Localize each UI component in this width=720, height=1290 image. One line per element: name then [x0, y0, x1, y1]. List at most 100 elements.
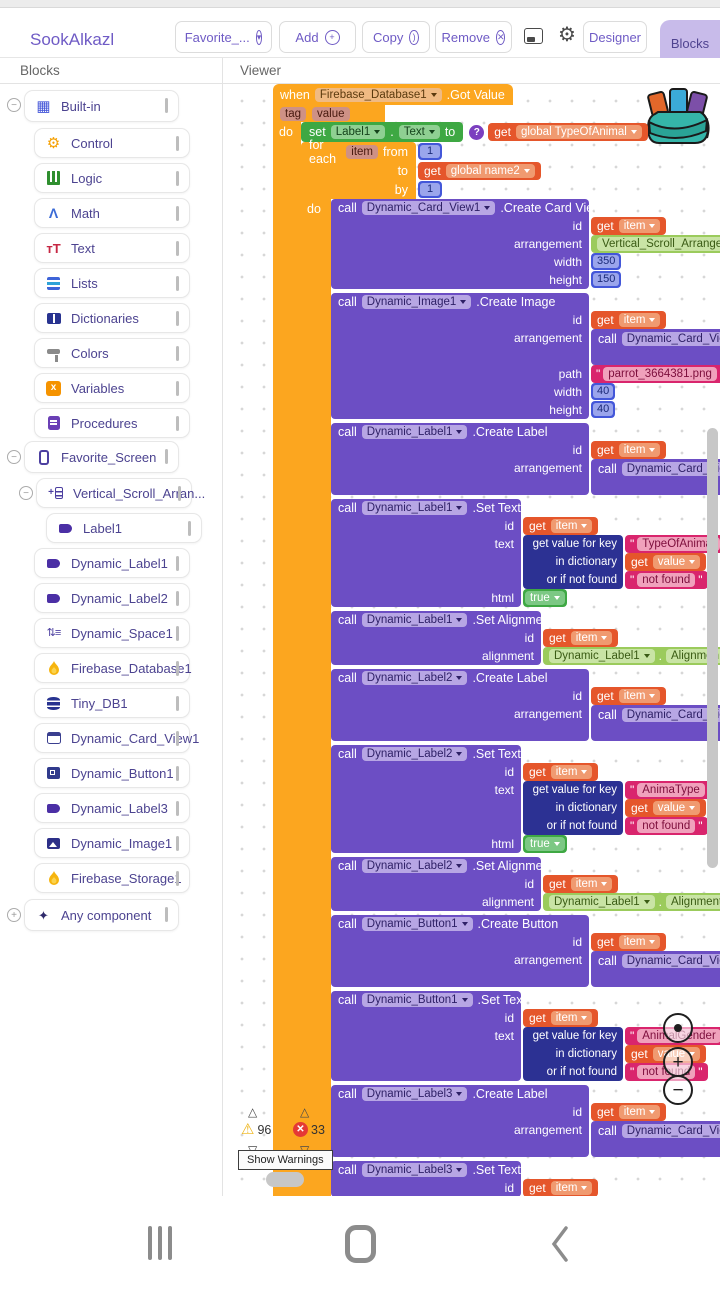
palette-variables[interactable]: x Variables: [34, 373, 190, 403]
palette-tiny-db1[interactable]: Tiny_DB1: [34, 688, 190, 718]
component-dropdown[interactable]: Dynamic_Label2: [361, 671, 468, 685]
home-button[interactable]: [345, 1225, 376, 1263]
get-global-name2-block[interactable]: get global name2: [418, 162, 541, 180]
block-create-image[interactable]: call Dynamic_Image1 .Create Image id get it…: [331, 293, 720, 419]
vertical-scrollbar[interactable]: [707, 428, 718, 868]
variable-dropdown[interactable]: global name2: [445, 164, 535, 178]
get-item-block[interactable]: get item: [591, 311, 667, 329]
gear-icon[interactable]: ⚙: [558, 24, 576, 46]
get-item-block[interactable]: get item: [543, 875, 619, 893]
get-item-block[interactable]: get item: [523, 517, 599, 535]
component-dropdown[interactable]: Dynamic_Label1: [361, 501, 468, 515]
get-item-block[interactable]: get item: [591, 687, 667, 705]
number-block[interactable]: 40: [591, 401, 616, 418]
set-label1-text-block[interactable]: set Label1 . Text to ? get global TypeOf…: [301, 122, 648, 142]
string-block[interactable]: "not found": [625, 571, 708, 589]
palette-dynamic-space1[interactable]: ⇅≡ Dynamic_Space1: [34, 618, 190, 648]
palette-procedures[interactable]: Procedures: [34, 408, 190, 438]
screenshot-icon[interactable]: [524, 28, 543, 44]
get-item-block[interactable]: get item: [523, 763, 599, 781]
component-dropdown[interactable]: Dynamic_Button1: [361, 993, 473, 1007]
palette-firebase-database1[interactable]: Firebase_Database1: [34, 653, 192, 683]
get-value-for-key-block[interactable]: get value for key "AnimalGender" in dict…: [523, 1027, 720, 1081]
horizontal-scrollbar[interactable]: [266, 1172, 304, 1187]
zoom-out-icon[interactable]: −: [663, 1075, 693, 1105]
palette-builtin[interactable]: ▦ Built-in: [24, 90, 179, 122]
for-each-arm[interactable]: [301, 199, 331, 1196]
get-value-for-key-block[interactable]: get value for key "AnimaType" in diction…: [523, 781, 718, 835]
component-dropdown[interactable]: Dynamic_Label1: [361, 613, 468, 627]
component-dropdown[interactable]: Dynamic_Image1: [361, 295, 472, 309]
number-block[interactable]: 1: [418, 143, 442, 160]
palette-math[interactable]: Λ Math: [34, 198, 190, 228]
get-item-block[interactable]: get item: [591, 1103, 667, 1121]
block-create-label3[interactable]: call Dynamic_Label3 .Create Label id get it…: [331, 1085, 720, 1157]
component-dropdown[interactable]: Label1: [330, 125, 386, 139]
true-block[interactable]: true: [523, 835, 567, 853]
alignment-property-block[interactable]: Dynamic_Label1. Alignmen: [543, 647, 720, 665]
palette-dynamic-button1[interactable]: Dynamic_Button1: [34, 758, 190, 788]
warning-badge[interactable]: ?: [469, 124, 485, 140]
palette-dynamic-image1[interactable]: Dynamic_Image1: [34, 828, 190, 858]
component-dropdown[interactable]: Firebase_Database1: [314, 87, 442, 102]
palette-colors[interactable]: Colors: [34, 338, 190, 368]
get-item-block[interactable]: get item: [523, 1009, 599, 1027]
get-item-block[interactable]: get item: [591, 933, 667, 951]
number-block[interactable]: 1: [418, 181, 442, 198]
palette-dictionaries[interactable]: Dictionaries: [34, 303, 190, 333]
string-block[interactable]: "not found": [625, 817, 708, 835]
when-got-value-block[interactable]: when Firebase_Database1 .Got Value: [273, 84, 513, 105]
palette-firebase-storage1[interactable]: Firebase_Storage1: [34, 863, 190, 893]
component-value-block[interactable]: Vertical_Scroll_Arrangemen: [591, 235, 720, 253]
show-warnings-button[interactable]: Show Warnings: [238, 1150, 333, 1170]
palette-dynamic-label1[interactable]: Dynamic_Label1: [34, 548, 190, 578]
center-blocks-icon[interactable]: [663, 1013, 693, 1043]
component-dropdown[interactable]: Dynamic_Label3: [361, 1087, 468, 1101]
palette-lists[interactable]: Lists: [34, 268, 190, 298]
palette-vertical-scroll-arrangement[interactable]: + Vertical_Scroll_Arran...: [36, 478, 205, 508]
palette-dynamic-label3[interactable]: Dynamic_Label3: [34, 793, 190, 823]
number-block[interactable]: 40: [591, 383, 616, 400]
property-dropdown[interactable]: Text: [398, 125, 440, 139]
get-item-block[interactable]: get item: [591, 441, 667, 459]
palette-any-component[interactable]: ✦ Any component: [24, 899, 179, 931]
block-label2-set-text[interactable]: call Dynamic_Label2 .Set Text id get item t…: [331, 745, 718, 853]
alignment-property-block[interactable]: Dynamic_Label1.Alignment C: [543, 893, 720, 911]
copy-screen-button[interactable]: Copy ): [362, 21, 430, 53]
string-block[interactable]: "parrot_3664381.png": [591, 365, 720, 383]
string-block[interactable]: "AnimaType": [625, 781, 718, 799]
warning-count[interactable]: ⚠ 96: [241, 1121, 272, 1138]
get-item-block[interactable]: get item: [543, 629, 619, 647]
component-dropdown[interactable]: Dynamic_Label3: [361, 1163, 468, 1177]
blocks-workspace[interactable]: when Firebase_Database1 .Got Value tag v…: [223, 84, 720, 1196]
block-label3-set-text[interactable]: call Dynamic_Label3 .Set Text id get item: [331, 1161, 599, 1196]
block-create-label1[interactable]: call Dynamic_Label1 .Create Label id get it…: [331, 423, 720, 495]
warning-up-arrow[interactable]: △: [248, 1105, 258, 1119]
block-label1-set-text[interactable]: call Dynamic_Label1 .Set Text id get item t…: [331, 499, 720, 607]
collapse-builtin-button[interactable]: −: [7, 98, 21, 112]
palette-control[interactable]: ⚙ Control: [34, 128, 190, 158]
number-block[interactable]: 150: [591, 271, 622, 288]
palette-logic[interactable]: Logic: [34, 163, 190, 193]
block-label1-set-alignment[interactable]: call Dynamic_Label1 .Set Alignment id get i…: [331, 611, 720, 665]
component-dropdown[interactable]: Dynamic_Label2: [361, 859, 468, 873]
get-item-block[interactable]: get item: [523, 1179, 599, 1196]
component-dropdown[interactable]: Dynamic_Label2: [361, 747, 468, 761]
component-dropdown[interactable]: Dynamic_Label1: [361, 425, 468, 439]
palette-label1[interactable]: Label1: [46, 513, 202, 543]
item-param-chip[interactable]: item: [346, 144, 378, 159]
palette-text[interactable]: ᴛT Text: [34, 233, 190, 263]
add-screen-button[interactable]: Add +: [279, 21, 356, 53]
value-param-chip[interactable]: value: [312, 106, 350, 121]
component-dropdown[interactable]: Dynamic_Card_View1: [361, 201, 496, 215]
when-block-arm[interactable]: [273, 122, 301, 1196]
get-item-block[interactable]: get item: [591, 217, 667, 235]
palette-dynamic-card-view1[interactable]: Dynamic_Card_View1: [34, 723, 199, 753]
variable-dropdown[interactable]: global TypeOfAnimal: [515, 125, 642, 139]
collapse-arrangement-button[interactable]: −: [19, 486, 33, 500]
